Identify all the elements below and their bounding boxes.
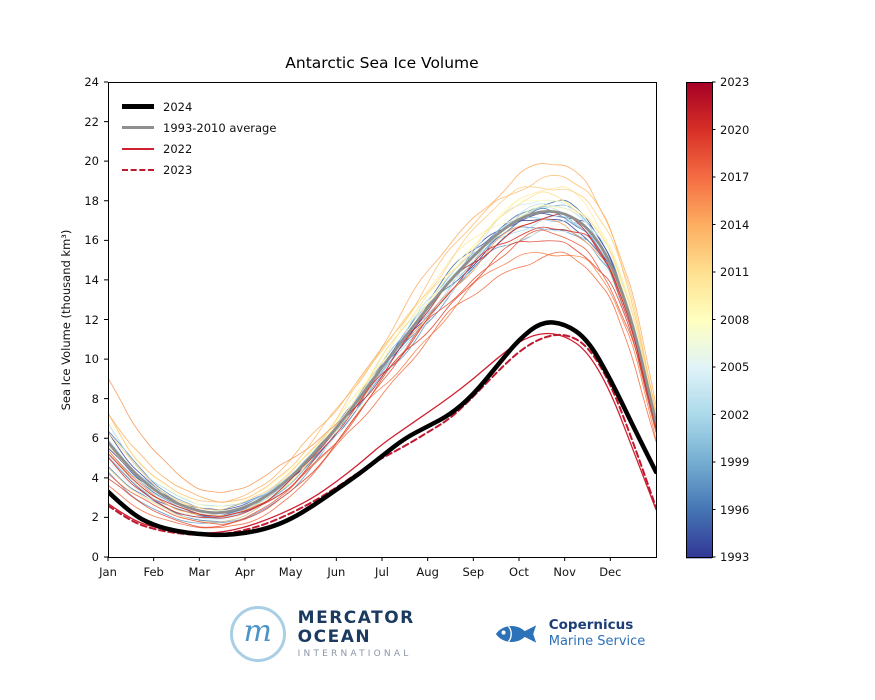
y-tick-label: 20	[84, 154, 99, 169]
chart-canvas	[0, 0, 875, 600]
legend-item-2022: 2022	[122, 138, 276, 159]
y-tick-label: 6	[91, 431, 99, 446]
y-tick-label: 2	[91, 510, 99, 525]
x-tick-label: Jan	[99, 565, 117, 579]
x-tick-label: Jul	[375, 565, 389, 579]
copernicus-line2: Marine Service	[548, 634, 646, 650]
colorbar-tick-label: 2002	[720, 407, 750, 422]
y-tick-label: 18	[84, 193, 99, 208]
y-tick-label: 22	[84, 114, 99, 129]
copernicus-line1: Copernicus	[548, 617, 634, 634]
x-tick-label: May	[278, 565, 303, 579]
legend-line-black-icon	[122, 104, 154, 109]
mercator-text: MERCATOR OCEAN INTERNATIONAL	[297, 607, 415, 660]
legend: 2024 1993-2010 average 2022 2023	[122, 96, 276, 180]
y-tick-label: 16	[84, 233, 99, 248]
colorbar-tick-label: 2005	[720, 360, 750, 374]
mercator-line1: MERCATOR	[297, 607, 415, 628]
footer: m MERCATOR OCEAN INTERNATIONAL Copernicu…	[0, 606, 875, 662]
copernicus-logo: Copernicus Marine Service	[493, 617, 646, 650]
colorbar-tick-label: 1999	[720, 455, 750, 469]
fish-icon	[495, 625, 536, 643]
colorbar-tick-label: 1993	[720, 550, 750, 564]
legend-line-red-icon	[122, 147, 154, 150]
y-tick-label: 8	[91, 391, 99, 406]
colorbar-tick-label: 2023	[720, 75, 750, 89]
x-tick-label: Mar	[188, 565, 211, 579]
y-axis-label: Sea Ice Volume (thousand km³)	[59, 229, 73, 411]
mercator-monogram-letter: m	[243, 614, 272, 649]
legend-item-2024: 2024	[122, 96, 276, 117]
x-tick-label: Feb	[143, 565, 164, 579]
legend-label: 2023	[163, 162, 193, 177]
x-tick-label: Sep	[462, 565, 485, 579]
x-tick-label: Apr	[235, 565, 255, 579]
legend-label: 1993-2010 average	[163, 120, 277, 135]
legend-item-2023: 2023	[122, 159, 276, 180]
legend-line-red-dashed-icon	[122, 168, 154, 171]
colorbar-tick-label: 2011	[720, 265, 750, 279]
copernicus-text: Copernicus Marine Service	[549, 617, 646, 650]
y-tick-label: 24	[84, 75, 99, 89]
y-tick-label: 12	[84, 312, 99, 327]
colorbar-tick-label: 2008	[720, 312, 750, 327]
x-tick-label: Nov	[553, 565, 576, 579]
colorbar-tick-label: 2017	[720, 170, 750, 184]
colorbar-tick-label: 2014	[720, 217, 750, 232]
colorbar-tick-label: 2020	[720, 122, 750, 137]
y-tick-label: 14	[84, 272, 99, 287]
colorbar-tick-label: 1996	[720, 502, 750, 517]
x-tick-label: Dec	[599, 565, 622, 579]
mercator-line2: OCEAN	[297, 626, 372, 647]
chart-title: Antarctic Sea Ice Volume	[285, 54, 479, 72]
legend-line-gray-icon	[122, 126, 154, 129]
y-tick-label: 10	[84, 352, 99, 367]
mercator-line3: INTERNATIONAL	[297, 649, 412, 660]
y-tick-label: 0	[91, 550, 99, 564]
x-tick-label: Oct	[509, 565, 529, 579]
y-tick-label: 4	[91, 470, 99, 485]
x-tick-label: Jun	[327, 565, 346, 579]
legend-label: 2024	[163, 99, 193, 114]
legend-label: 2022	[163, 141, 193, 156]
legend-item-average: 1993-2010 average	[122, 117, 276, 138]
mercator-ocean-logo: m MERCATOR OCEAN INTERNATIONAL	[229, 606, 415, 662]
mercator-monogram-icon: m	[229, 606, 286, 662]
x-tick-label: Aug	[416, 565, 439, 579]
